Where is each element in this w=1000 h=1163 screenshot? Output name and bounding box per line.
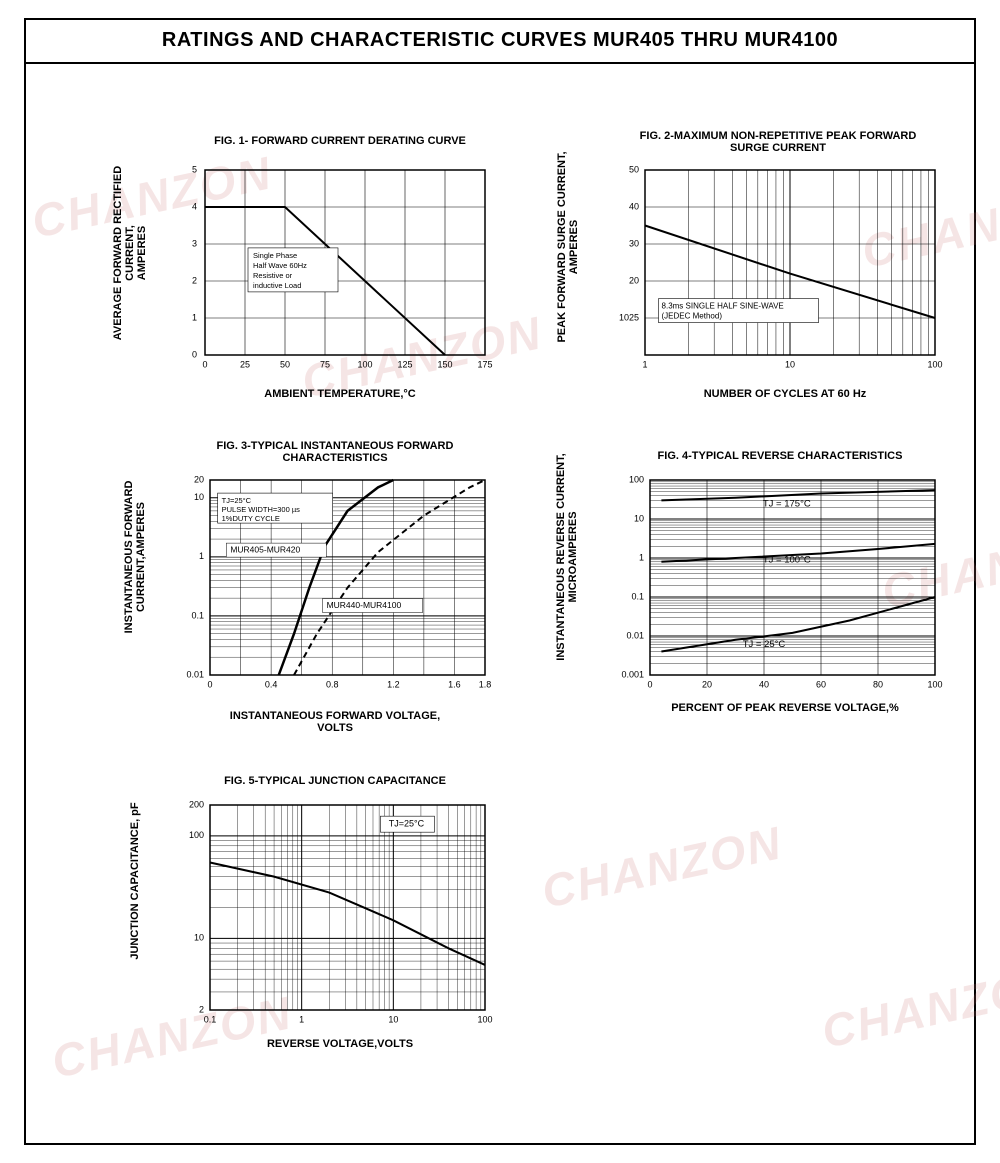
fig4-xlabel: PERCENT OF PEAK REVERSE VOLTAGE,% bbox=[635, 702, 935, 714]
svg-text:40: 40 bbox=[759, 679, 769, 689]
svg-text:10: 10 bbox=[194, 492, 204, 502]
fig3-title: FIG. 3-TYPICAL INSTANTANEOUS FORWARDCHAR… bbox=[175, 440, 495, 464]
svg-text:1: 1 bbox=[639, 552, 644, 562]
title-bar: RATINGS AND CHARACTERISTIC CURVES MUR405… bbox=[24, 18, 976, 64]
svg-text:1025: 1025 bbox=[619, 312, 639, 322]
svg-text:10: 10 bbox=[634, 513, 644, 523]
svg-text:TJ=25°C: TJ=25°C bbox=[222, 496, 252, 505]
svg-text:MUR440-MUR4100: MUR440-MUR4100 bbox=[327, 600, 402, 610]
svg-text:100: 100 bbox=[477, 1014, 492, 1024]
svg-text:1.8: 1.8 bbox=[479, 679, 492, 689]
svg-text:10: 10 bbox=[388, 1014, 398, 1024]
svg-text:0.1: 0.1 bbox=[204, 1014, 217, 1024]
svg-text:Half Wave 60Hz: Half Wave 60Hz bbox=[253, 261, 307, 270]
svg-text:TJ = 100°C: TJ = 100°C bbox=[763, 554, 811, 565]
svg-text:1: 1 bbox=[199, 551, 204, 561]
svg-text:0.001: 0.001 bbox=[621, 669, 644, 679]
fig1-chart: 0 25 50 75 100 125 150 175 0 1 2 3 4 5 Single PhaseHal… bbox=[175, 160, 495, 375]
svg-text:1: 1 bbox=[642, 359, 647, 369]
svg-text:0.4: 0.4 bbox=[265, 679, 278, 689]
svg-text:1.2: 1.2 bbox=[387, 679, 400, 689]
svg-text:0.01: 0.01 bbox=[626, 630, 644, 640]
fig3-ylabel: INSTANTANEOUS FORWARDCURRENT,AMPERES bbox=[123, 457, 147, 657]
svg-text:100: 100 bbox=[189, 830, 204, 840]
svg-text:(JEDEC Method): (JEDEC Method) bbox=[662, 312, 723, 321]
fig1-xlabel: AMBIENT TEMPERATURE,°C bbox=[200, 388, 480, 400]
svg-text:1%DUTY CYCLE: 1%DUTY CYCLE bbox=[222, 514, 280, 523]
svg-text:150: 150 bbox=[437, 359, 452, 369]
svg-text:PULSE WIDTH=300 µs: PULSE WIDTH=300 µs bbox=[222, 505, 301, 514]
svg-text:30: 30 bbox=[629, 238, 639, 248]
page-title: RATINGS AND CHARACTERISTIC CURVES MUR405… bbox=[162, 29, 838, 52]
svg-text:125: 125 bbox=[397, 359, 412, 369]
svg-text:4: 4 bbox=[192, 201, 197, 211]
svg-text:0: 0 bbox=[192, 349, 197, 359]
svg-text:TJ = 25°C: TJ = 25°C bbox=[743, 639, 786, 650]
fig4-chart: 0 20 40 60 80 100 0.001 0.01 0.1 1 10 100 TJ = 175°C… bbox=[605, 470, 945, 695]
fig4-title: FIG. 4-TYPICAL REVERSE CHARACTERISTICS bbox=[610, 450, 950, 462]
svg-text:175: 175 bbox=[477, 359, 492, 369]
fig3-xlabel: INSTANTANEOUS FORWARD VOLTAGE,VOLTS bbox=[190, 710, 480, 734]
svg-text:8.3ms SINGLE HALF SINE-WAVE: 8.3ms SINGLE HALF SINE-WAVE bbox=[662, 302, 784, 311]
svg-text:2: 2 bbox=[199, 1004, 204, 1014]
svg-text:80: 80 bbox=[873, 679, 883, 689]
svg-text:Single Phase: Single Phase bbox=[253, 251, 297, 260]
fig5-title: FIG. 5-TYPICAL JUNCTION CAPACITANCE bbox=[175, 775, 495, 787]
fig5-ylabel: JUNCTION CAPACITANCE, pF bbox=[129, 781, 141, 981]
fig5-chart: 0.1 1 10 100 2 10 100 200 TJ=25°C bbox=[175, 795, 495, 1030]
svg-text:10: 10 bbox=[785, 359, 795, 369]
svg-text:100: 100 bbox=[357, 359, 372, 369]
svg-text:50: 50 bbox=[629, 164, 639, 174]
svg-text:50: 50 bbox=[280, 359, 290, 369]
fig1-ylabel: AVERAGE FORWARD RECTIFIED CURRENT,AMPERE… bbox=[112, 143, 148, 363]
fig4-ylabel: INSTANTANEOUS REVERSE CURRENT,MICROAMPER… bbox=[555, 442, 579, 672]
svg-text:3: 3 bbox=[192, 238, 197, 248]
svg-text:5: 5 bbox=[192, 164, 197, 174]
svg-text:25: 25 bbox=[240, 359, 250, 369]
svg-text:0: 0 bbox=[207, 679, 212, 689]
fig2-title: FIG. 2-MAXIMUM NON-REPETITIVE PEAK FORWA… bbox=[608, 130, 948, 154]
svg-text:0: 0 bbox=[647, 679, 652, 689]
svg-text:inductive Load: inductive Load bbox=[253, 281, 301, 290]
svg-text:100: 100 bbox=[629, 474, 644, 484]
svg-text:1: 1 bbox=[192, 312, 197, 322]
svg-text:1.6: 1.6 bbox=[448, 679, 461, 689]
svg-text:TJ = 175°C: TJ = 175°C bbox=[763, 499, 811, 510]
svg-text:0: 0 bbox=[202, 359, 207, 369]
fig3-chart: 0 0.4 0.8 1.2 1.6 1.8 0.01 0.1 1 10 20 TJ=25°CPULSE… bbox=[175, 470, 495, 695]
svg-text:1: 1 bbox=[299, 1014, 304, 1024]
fig2-ylabel: PEAK FORWARD SURGE CURRENT,AMPERES bbox=[556, 137, 580, 357]
fig1-title: FIG. 1- FORWARD CURRENT DERATING CURVE bbox=[180, 135, 500, 147]
svg-text:2: 2 bbox=[192, 275, 197, 285]
fig2-xlabel: NUMBER OF CYCLES AT 60 Hz bbox=[645, 388, 925, 400]
svg-text:20: 20 bbox=[194, 474, 204, 484]
svg-text:0.8: 0.8 bbox=[326, 679, 339, 689]
svg-text:10: 10 bbox=[194, 933, 204, 943]
page: RATINGS AND CHARACTERISTIC CURVES MUR405… bbox=[0, 0, 1000, 1163]
svg-text:40: 40 bbox=[629, 201, 639, 211]
svg-text:TJ=25°C: TJ=25°C bbox=[389, 819, 425, 829]
svg-text:0.01: 0.01 bbox=[186, 669, 204, 679]
svg-text:0.1: 0.1 bbox=[631, 591, 644, 601]
svg-text:60: 60 bbox=[816, 679, 826, 689]
fig2-chart: 1 10 100 1025 20 30 40 50 8.3ms SINGLE HALF SINE… bbox=[605, 160, 945, 375]
svg-text:20: 20 bbox=[629, 275, 639, 285]
svg-text:Resistive or: Resistive or bbox=[253, 271, 293, 280]
fig5-xlabel: REVERSE VOLTAGE,VOLTS bbox=[200, 1038, 480, 1050]
svg-text:75: 75 bbox=[320, 359, 330, 369]
svg-text:0.1: 0.1 bbox=[191, 610, 204, 620]
svg-text:20: 20 bbox=[702, 679, 712, 689]
svg-text:100: 100 bbox=[927, 679, 942, 689]
svg-text:100: 100 bbox=[927, 359, 942, 369]
svg-text:200: 200 bbox=[189, 799, 204, 809]
svg-text:MUR405-MUR420: MUR405-MUR420 bbox=[230, 544, 300, 554]
